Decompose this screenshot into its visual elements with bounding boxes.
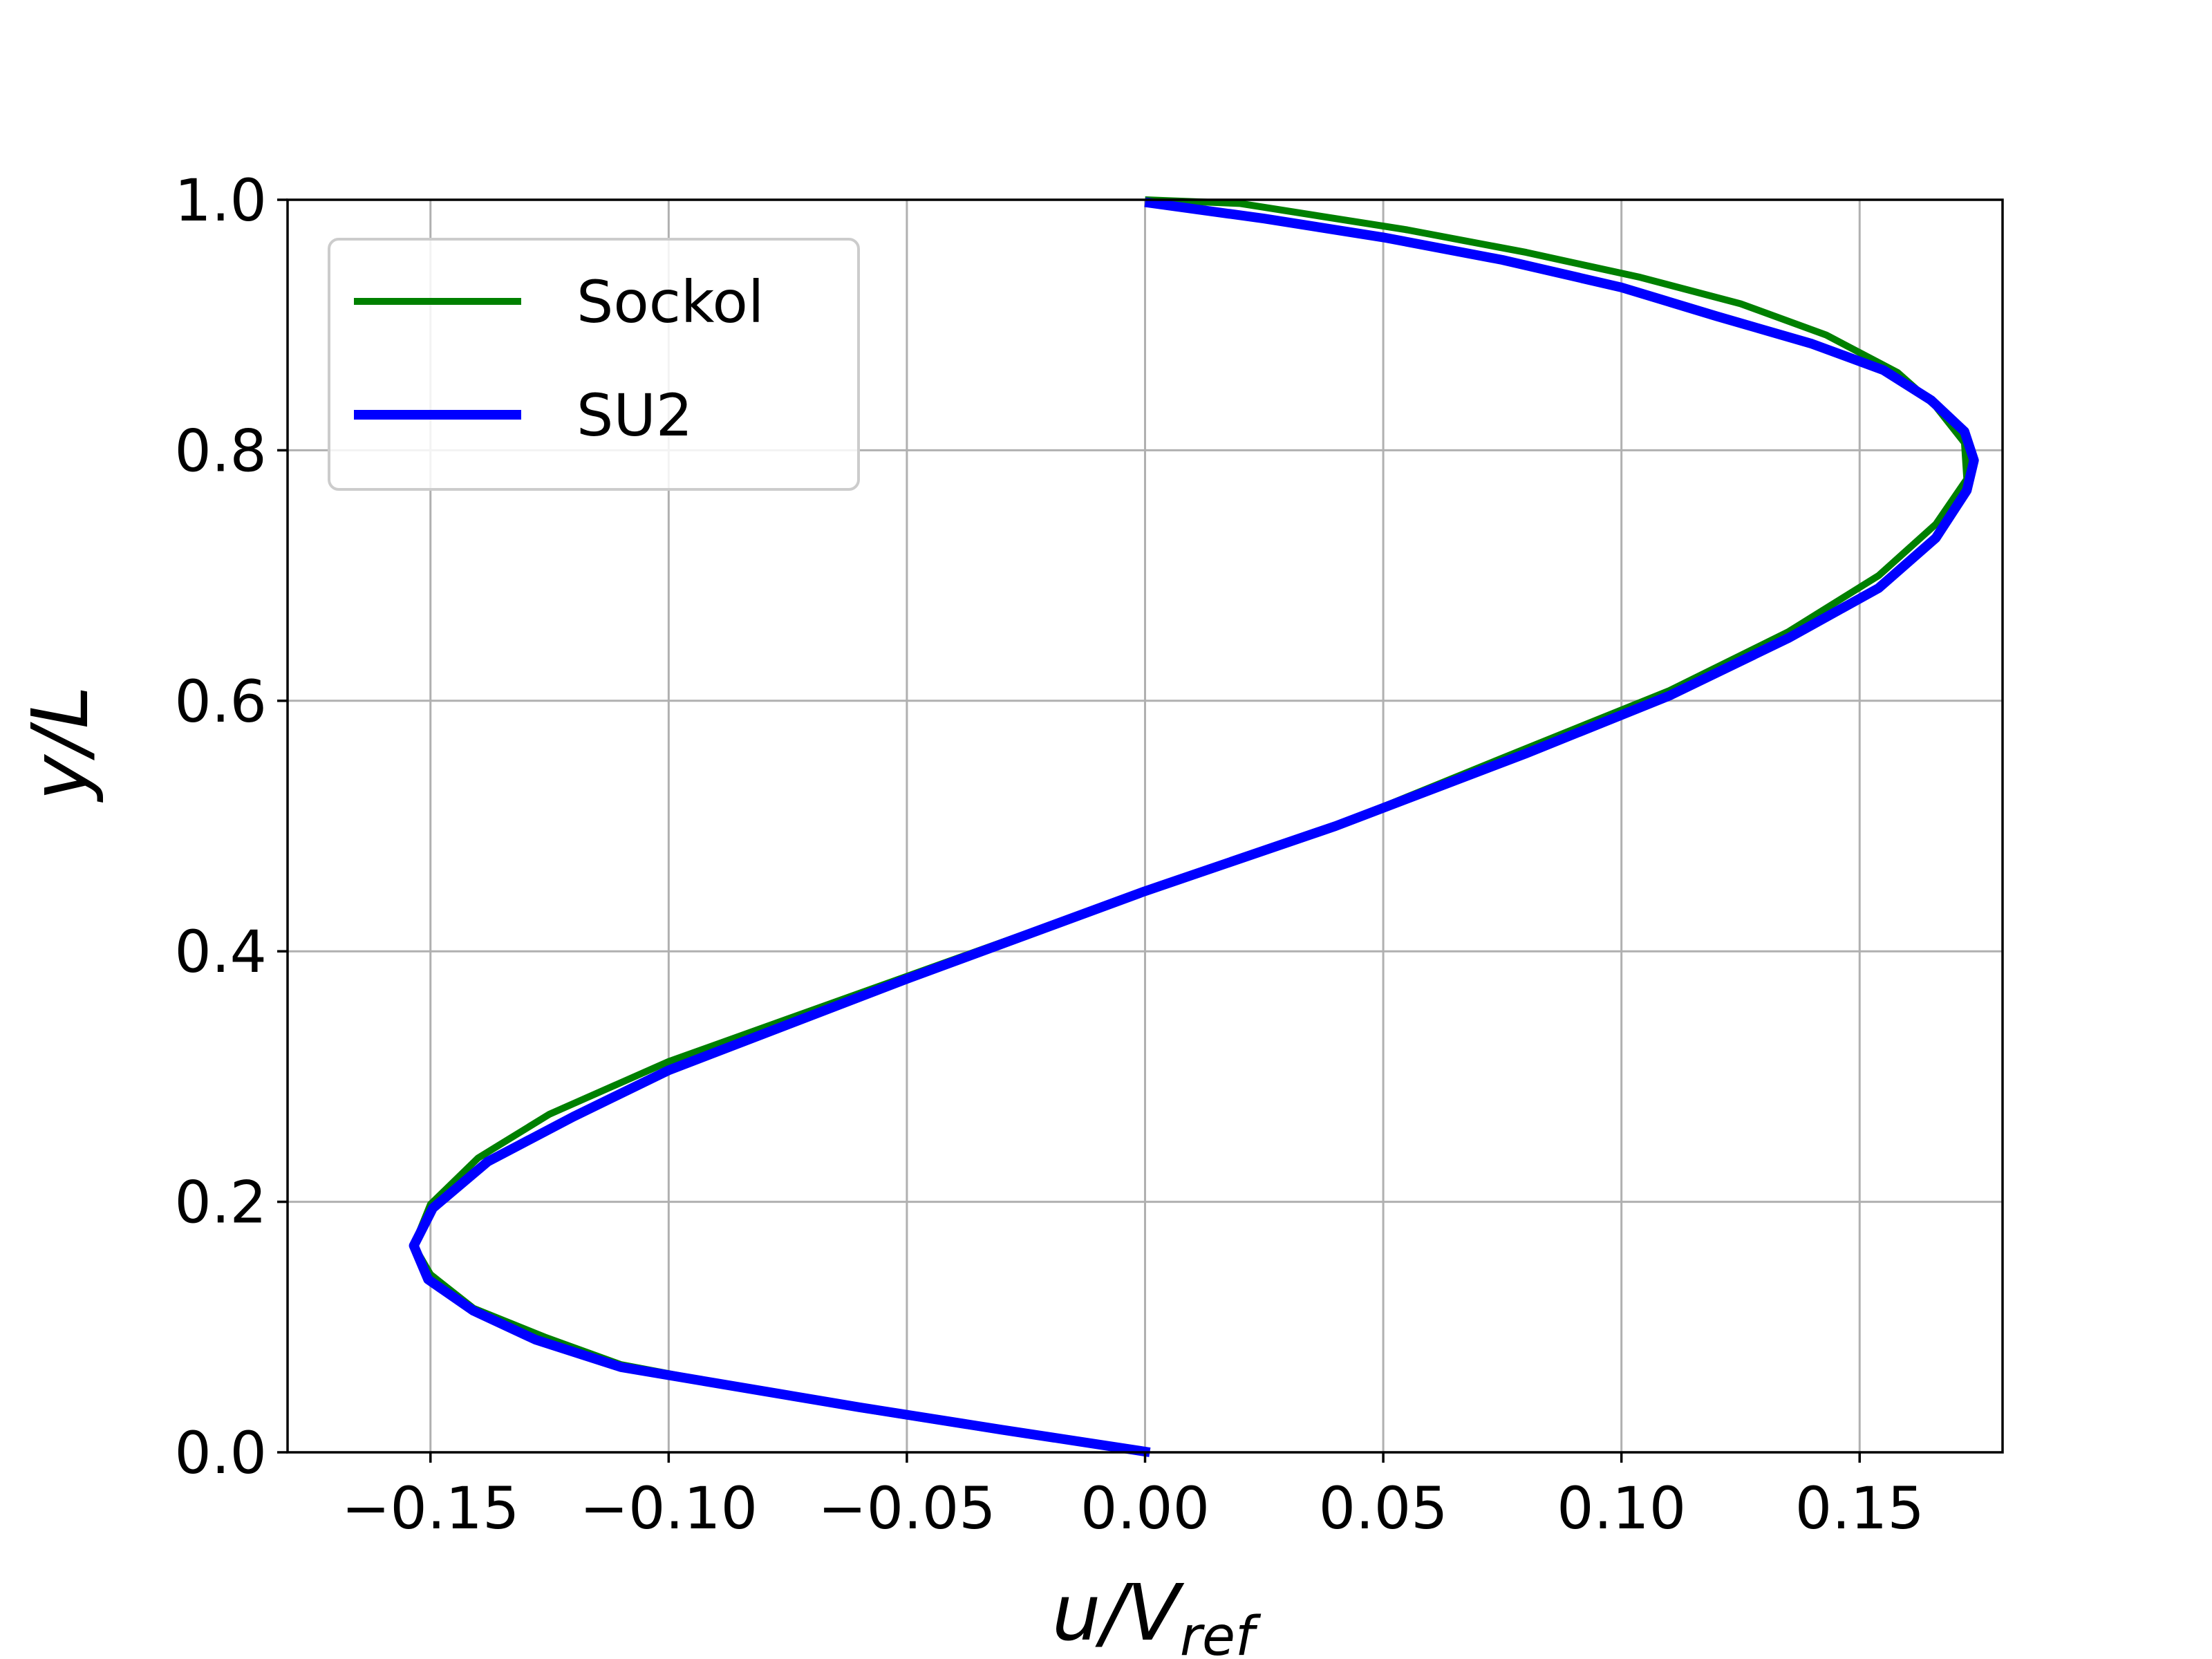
x-tick-label: 0.15 — [1795, 1474, 1924, 1542]
y-tick-label: 0.4 — [174, 918, 267, 986]
legend: Sockol SU2 — [328, 238, 860, 491]
y-axis-ticks: 0.0 0.2 0.4 0.6 0.8 1.0 — [174, 167, 288, 1487]
x-tick-label: 0.00 — [1080, 1474, 1210, 1542]
series-line-su2 — [409, 197, 1979, 1457]
x-axis-label: u/Vref — [1052, 1568, 1262, 1659]
x-axis-ticks: −0.15 −0.10 −0.05 0.00 0.05 0.10 0.15 — [341, 1452, 1924, 1542]
x-tick-label: −0.10 — [580, 1474, 758, 1542]
y-axis-label: y/L — [16, 686, 106, 803]
legend-label-sockol: Sockol — [577, 268, 764, 336]
y-tick-label: 0.6 — [174, 668, 267, 735]
x-tick-label: −0.05 — [818, 1474, 995, 1542]
x-tick-label: 0.10 — [1557, 1474, 1686, 1542]
x-tick-label: 0.05 — [1319, 1474, 1448, 1542]
y-tick-label: 1.0 — [174, 167, 267, 234]
y-tick-label: 0.8 — [174, 417, 267, 485]
x-tick-label: −0.15 — [341, 1474, 519, 1542]
x-axis-label-base: u/V — [1052, 1568, 1185, 1658]
x-axis-label-subscript: ref — [1180, 1606, 1262, 1659]
y-tick-label: 0.2 — [174, 1169, 267, 1237]
legend-label-su2: SU2 — [577, 382, 693, 449]
series-layer — [409, 196, 1979, 1457]
y-tick-label: 0.0 — [174, 1419, 267, 1487]
